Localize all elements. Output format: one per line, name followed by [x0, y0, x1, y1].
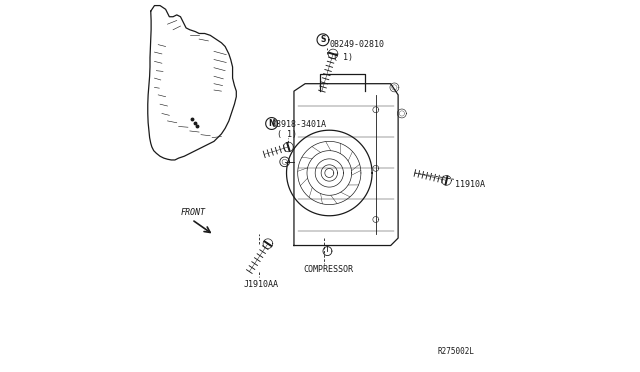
Text: ( 1): ( 1) [277, 130, 297, 139]
Text: J1910AA: J1910AA [244, 280, 279, 289]
Text: ( 1): ( 1) [333, 53, 353, 62]
Text: 11910A: 11910A [454, 180, 484, 189]
Text: S: S [320, 35, 326, 44]
Text: 08249-02810: 08249-02810 [330, 40, 384, 49]
Text: R275002L: R275002L [437, 347, 474, 356]
Text: FRONT: FRONT [180, 208, 205, 217]
Text: 08918-3401A: 08918-3401A [271, 120, 326, 129]
Text: N: N [268, 119, 275, 128]
Text: COMPRESSOR: COMPRESSOR [303, 265, 353, 274]
